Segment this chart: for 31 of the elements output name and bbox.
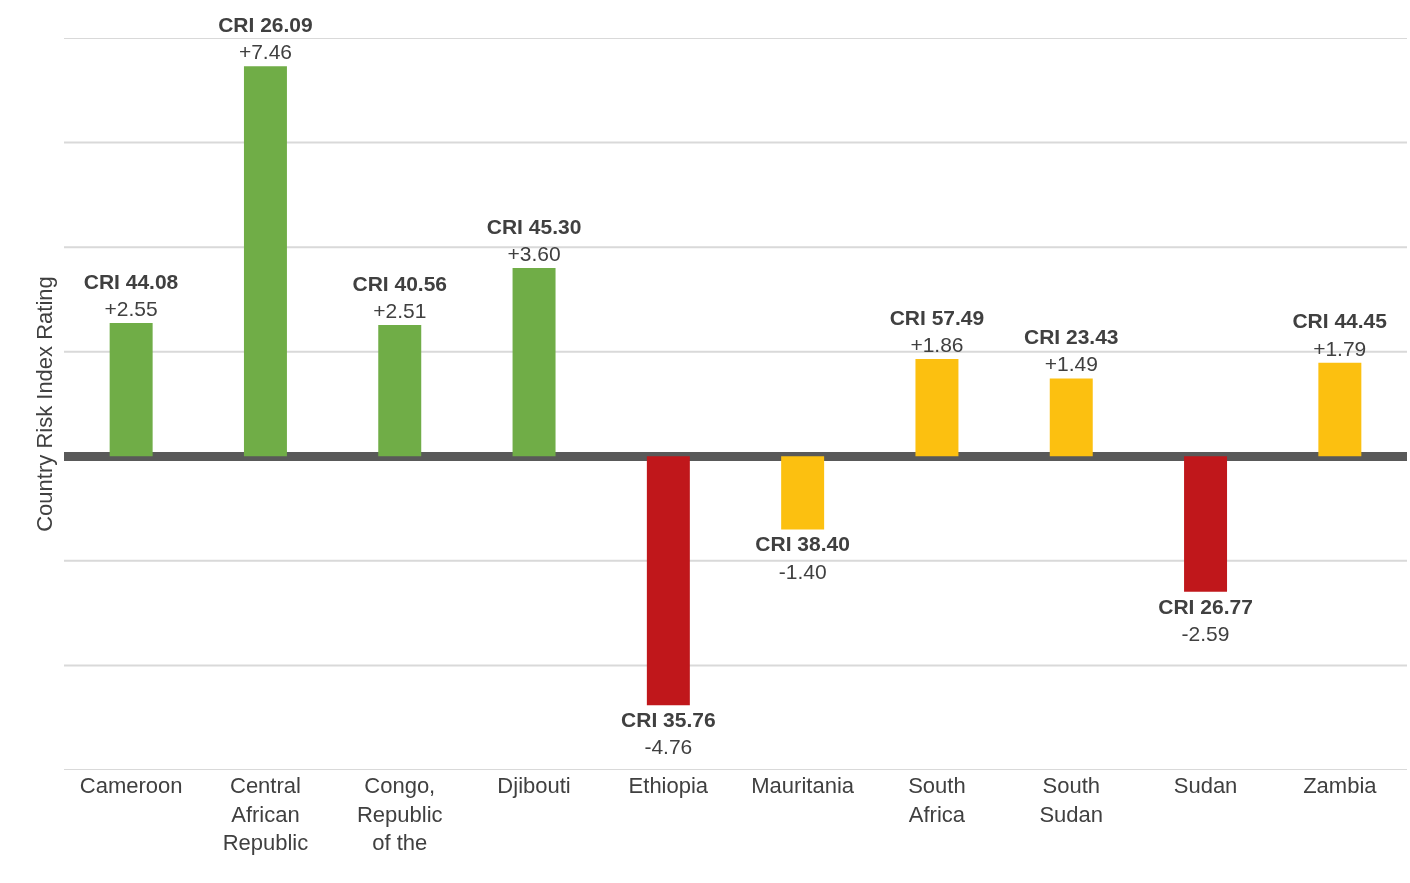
bar (109, 322, 153, 457)
data-label: CRI 40.56 +2.51 (352, 271, 448, 323)
data-label: CRI 38.40 -1.40 (755, 532, 850, 583)
bar (1049, 378, 1093, 457)
bar (512, 268, 556, 457)
x-tick-label: Zambia (1303, 773, 1378, 798)
x-tick-label: Sudan (1173, 773, 1238, 798)
x-tick-label: Central African Republic (222, 773, 309, 856)
y-axis-title: Country Risk Index Rating (31, 276, 57, 532)
bar (915, 359, 959, 457)
data-label: CRI 26.77 -2.59 (1158, 594, 1253, 646)
data-label: CRI 23.43 +1.49 (1023, 325, 1119, 376)
data-label: CRI 26.09 +7.46 (218, 12, 313, 64)
bar (378, 325, 422, 457)
bar (646, 456, 690, 706)
data-label: CRI 35.76 -4.76 (621, 708, 716, 759)
x-tick-label: Ethiopia (628, 773, 709, 798)
data-label: CRI 57.49 +1.86 (889, 305, 985, 357)
x-tick-label: Congo, Republic of the (356, 773, 443, 856)
x-tick-label: Mauritania (751, 773, 855, 798)
data-label: CRI 45.30 +3.60 (486, 214, 582, 266)
bar (243, 66, 287, 457)
data-label: CRI 44.08 +2.55 (83, 269, 179, 320)
bar (1318, 362, 1362, 457)
x-tick-label: South Sudan (1039, 773, 1104, 827)
bar (781, 456, 825, 530)
x-tick-label: Cameroon (79, 773, 183, 798)
bar (1184, 456, 1228, 592)
x-tick-label: Djibouti (497, 773, 571, 798)
data-label: CRI 44.45 +1.79 (1292, 309, 1388, 360)
x-tick-label: South Africa (908, 773, 966, 827)
